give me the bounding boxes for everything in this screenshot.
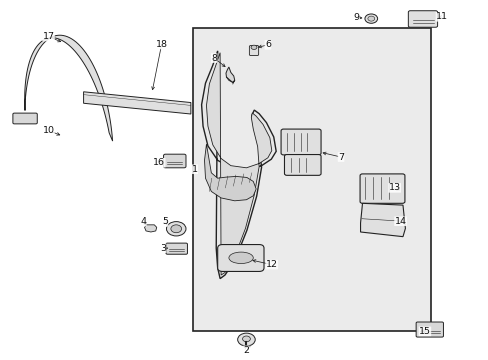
FancyBboxPatch shape (163, 154, 185, 168)
Polygon shape (206, 53, 271, 275)
Text: 3: 3 (160, 244, 166, 253)
Polygon shape (83, 92, 190, 114)
FancyBboxPatch shape (407, 11, 437, 27)
Circle shape (166, 222, 185, 236)
Circle shape (250, 45, 256, 49)
Text: 16: 16 (153, 158, 165, 167)
Polygon shape (225, 67, 234, 82)
FancyBboxPatch shape (284, 154, 321, 175)
Text: 15: 15 (418, 327, 430, 336)
Polygon shape (360, 203, 405, 237)
Text: 9: 9 (353, 13, 359, 22)
Text: 13: 13 (388, 183, 400, 192)
Circle shape (237, 333, 255, 346)
FancyBboxPatch shape (249, 45, 258, 55)
Text: 7: 7 (337, 153, 344, 162)
Bar (193, 28, 430, 330)
Ellipse shape (228, 252, 253, 264)
Polygon shape (25, 35, 112, 141)
Text: 6: 6 (264, 40, 270, 49)
Circle shape (367, 16, 374, 21)
FancyBboxPatch shape (415, 322, 443, 337)
FancyBboxPatch shape (217, 244, 264, 271)
Text: 11: 11 (435, 12, 447, 21)
Polygon shape (201, 51, 276, 279)
Circle shape (242, 336, 250, 342)
Text: 10: 10 (42, 126, 54, 135)
Polygon shape (144, 225, 157, 232)
Circle shape (364, 14, 377, 23)
Text: 8: 8 (211, 54, 217, 63)
Circle shape (170, 225, 181, 233)
Polygon shape (204, 144, 256, 201)
Text: 14: 14 (394, 217, 406, 226)
Text: 18: 18 (155, 40, 167, 49)
FancyBboxPatch shape (165, 243, 187, 254)
FancyBboxPatch shape (359, 174, 404, 203)
Text: 2: 2 (243, 346, 249, 355)
Text: 4: 4 (140, 217, 146, 226)
Text: 1: 1 (191, 165, 197, 174)
Text: 5: 5 (162, 217, 168, 226)
FancyBboxPatch shape (281, 129, 321, 155)
Text: 12: 12 (265, 260, 277, 269)
FancyBboxPatch shape (13, 113, 37, 124)
Text: 17: 17 (42, 32, 54, 41)
